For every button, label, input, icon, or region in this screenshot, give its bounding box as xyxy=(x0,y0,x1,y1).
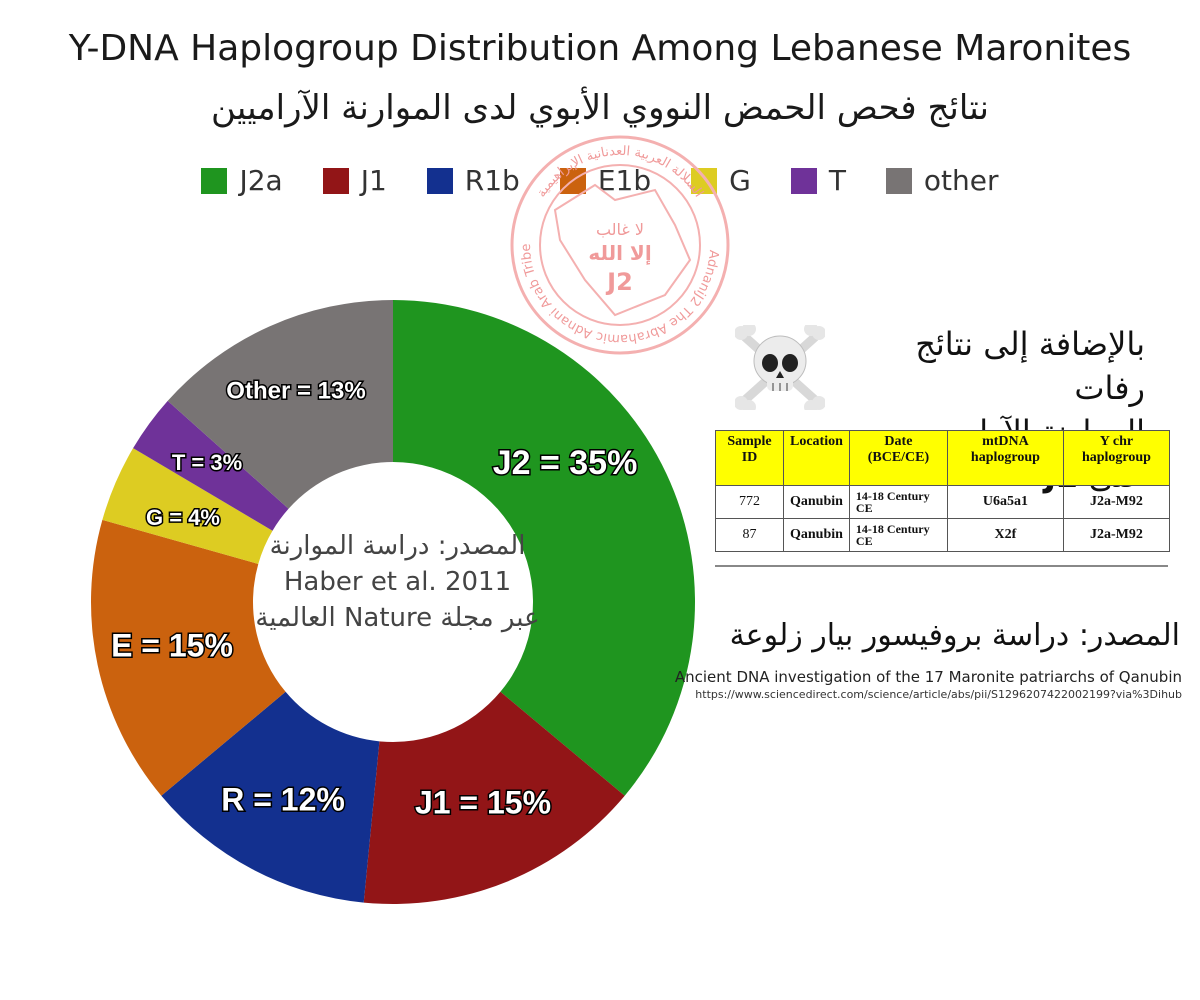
chart-subtitle: نتائج فحص الحمض النووي الأبوي لدى الموار… xyxy=(211,88,989,128)
slice-label: T = 3% xyxy=(172,450,242,475)
watermark-inner-2: إلا الله xyxy=(588,241,651,265)
watermark-inner-1: لا غالب xyxy=(596,220,644,239)
legend-swatch xyxy=(790,167,817,194)
header-sample-id: Sample ID xyxy=(715,430,784,486)
donut-slice xyxy=(91,519,286,796)
cell-sample-id: 772 xyxy=(715,485,784,519)
slice-label: E = 15% xyxy=(111,627,233,663)
cell-location: Qanubin xyxy=(782,485,850,519)
legend-label: G xyxy=(729,164,751,197)
cell-ychr: J2a-M92 xyxy=(1062,518,1171,552)
legend-label: T xyxy=(828,164,846,197)
donut-slice xyxy=(133,400,289,531)
legend-item: J1 xyxy=(322,164,387,197)
legend-item: R1b xyxy=(426,164,520,197)
cell-sample-id: 87 xyxy=(715,518,784,552)
side-source-text: المصدر: دراسة بروفيسور بيار زلوعة xyxy=(729,618,1180,653)
donut-slice xyxy=(363,691,625,905)
slice-label: J1 = 15% xyxy=(415,784,551,820)
header-location: Location xyxy=(782,430,850,486)
legend-swatch xyxy=(426,167,453,194)
legend-label: other xyxy=(923,164,999,197)
paper-title: Ancient DNA investigation of the 17 Maro… xyxy=(674,668,1182,686)
cell-location: Qanubin xyxy=(782,518,850,552)
legend-item: J2a xyxy=(201,164,283,197)
watermark-stamp: السلالة العربية العدنانية الإبراهيمية @A… xyxy=(505,130,730,355)
cell-mtdna: X2f xyxy=(946,518,1064,552)
paper-url-link[interactable]: https://www.sciencedirect.com/science/ar… xyxy=(695,688,1182,701)
legend-item: E1b xyxy=(559,164,652,197)
legend-label: R1b xyxy=(464,164,520,197)
cell-ychr: J2a-M92 xyxy=(1062,485,1171,519)
cell-date: 14-18 Century CE xyxy=(848,518,948,552)
legend-item: T xyxy=(790,164,846,197)
table-bottom-rule xyxy=(715,430,1168,567)
table-row: 772 Qanubin 14-18 Century CE U6a5a1 J2a-… xyxy=(715,485,1171,519)
center-line-2: Haber et al. 2011 xyxy=(283,567,512,597)
chart-title: Y-DNA Haplogroup Distribution Among Leba… xyxy=(68,28,1132,69)
donut-slice xyxy=(161,691,380,903)
donut-slice xyxy=(393,300,695,796)
slice-label: R = 12% xyxy=(221,781,345,817)
center-line-3: عبر مجلة Nature العالمية xyxy=(255,603,540,633)
table-row: 87 Qanubin 14-18 Century CE X2f J2a-M92 xyxy=(715,518,1171,552)
legend-label: J2a xyxy=(239,164,283,197)
cell-date: 14-18 Century CE xyxy=(848,485,948,519)
legend-swatch xyxy=(885,167,912,194)
legend-label: J1 xyxy=(360,164,387,197)
donut-slice xyxy=(102,448,273,564)
header-mtdna: mtDNA haplogroup xyxy=(946,430,1064,486)
donut-chart: J2 = 35% J1 = 15% R = 12% E = 15% G = 4% T = … xyxy=(91,300,695,905)
slice-label: J2 = 35% xyxy=(493,444,638,482)
center-source-text: المصدر: دراسة الموارنة Haber et al. 2011… xyxy=(255,528,540,636)
watermark-inner-3: J2 xyxy=(605,268,633,296)
side-heading-line-1: بالإضافة إلى نتائج رفات xyxy=(915,325,1145,407)
header-ychr: Y chr haplogroup xyxy=(1062,430,1171,486)
donut-slice xyxy=(167,300,393,509)
legend-swatch xyxy=(201,167,228,194)
center-line-1: المصدر: دراسة الموارنة xyxy=(269,531,526,561)
slice-label: G = 4% xyxy=(146,505,220,530)
legend-label: E1b xyxy=(597,164,652,197)
legend-item: other xyxy=(885,164,999,197)
header-date: Date (BCE/CE) xyxy=(848,430,948,486)
cell-mtdna: U6a5a1 xyxy=(946,485,1064,519)
table-header-row: Sample ID Location Date (BCE/CE) mtDNA h… xyxy=(715,430,1171,486)
legend-swatch xyxy=(322,167,349,194)
skull-crossbones-icon xyxy=(735,325,825,410)
samples-table: Sample ID Location Date (BCE/CE) mtDNA h… xyxy=(715,430,1171,552)
slice-label: Other = 13% xyxy=(226,377,365,404)
